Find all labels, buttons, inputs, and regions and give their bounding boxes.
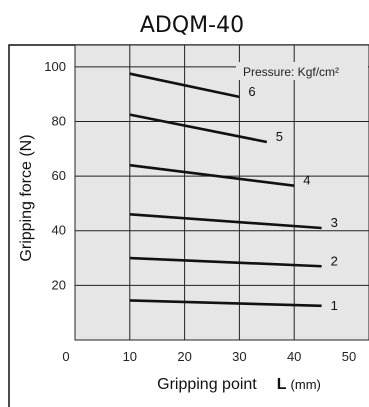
series-label-4: 4 <box>303 173 310 188</box>
x-tick-label: 50 <box>342 349 356 364</box>
x-axis-label: Gripping point <box>157 376 257 393</box>
y-tick-label: 40 <box>52 223 66 238</box>
y-tick-label: 100 <box>44 59 66 74</box>
y-tick-label: 20 <box>52 277 66 292</box>
grid <box>75 45 369 340</box>
series-line-2 <box>129 256 322 268</box>
series-label-6: 6 <box>248 84 255 99</box>
x-tick-label: 10 <box>123 349 137 364</box>
x-axis-unit: (mm) <box>291 377 321 392</box>
y-tick-label: 60 <box>52 168 66 183</box>
series-line-3 <box>129 213 322 230</box>
series-line-5 <box>129 113 268 144</box>
legend-box <box>236 62 368 80</box>
x-tick-label: 30 <box>232 349 246 364</box>
series-labels: 1 2 3 4 5 6 <box>248 84 337 313</box>
x-axis-symbol: L <box>277 376 287 393</box>
x-tick-label: 40 <box>287 349 301 364</box>
x-tick-label: 0 <box>62 349 69 364</box>
chart-title: ADQM-40 <box>140 13 244 38</box>
series-line-1 <box>129 299 322 308</box>
x-tick-label: 20 <box>177 349 191 364</box>
series-label-2: 2 <box>331 253 338 268</box>
series-label-5: 5 <box>276 129 283 144</box>
legend-title: Pressure: Kgf/cm² <box>243 65 339 79</box>
series-lines <box>129 72 322 308</box>
series-line-6 <box>129 72 240 99</box>
x-tick-labels: 0 10 20 30 40 50 <box>62 349 356 364</box>
plot-area <box>74 44 369 341</box>
series-label-3: 3 <box>331 215 338 230</box>
x-axis-label-group: Gripping point L (mm) <box>157 376 321 393</box>
y-axis-label: Gripping force (N) <box>18 134 35 261</box>
y-tick-label: 80 <box>52 113 66 128</box>
series-line-4 <box>129 163 295 187</box>
series-label-1: 1 <box>331 298 338 313</box>
y-tick-labels: 20 40 60 80 100 <box>44 59 66 293</box>
